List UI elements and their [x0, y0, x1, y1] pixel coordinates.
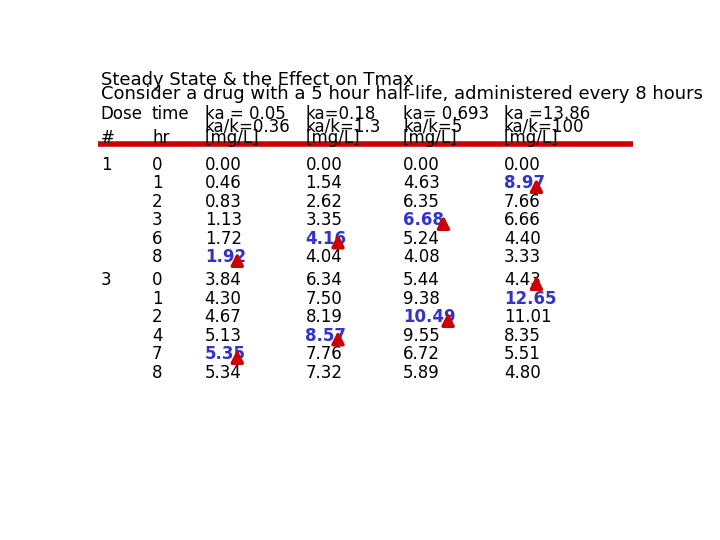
Text: 5.35: 5.35	[204, 345, 246, 363]
Text: 5.89: 5.89	[403, 363, 440, 382]
Text: [mg/L]: [mg/L]	[204, 130, 259, 147]
Text: 6.66: 6.66	[504, 211, 541, 229]
Text: ka =13.86: ka =13.86	[504, 105, 590, 123]
Text: 2: 2	[152, 193, 163, 211]
Text: 3: 3	[152, 211, 163, 229]
Text: 0.83: 0.83	[204, 193, 242, 211]
Text: 8: 8	[152, 248, 163, 266]
Text: 5.44: 5.44	[403, 271, 440, 289]
Text: 3.35: 3.35	[305, 211, 343, 229]
Text: 1.13: 1.13	[204, 211, 242, 229]
Text: 0: 0	[152, 156, 163, 174]
Text: 3.33: 3.33	[504, 248, 541, 266]
Text: 4.04: 4.04	[305, 248, 342, 266]
Text: 8.57: 8.57	[305, 327, 346, 345]
Text: 0.00: 0.00	[403, 156, 440, 174]
Text: 5.24: 5.24	[403, 230, 440, 247]
Text: 1: 1	[152, 289, 163, 308]
Text: 0.00: 0.00	[305, 156, 342, 174]
Text: [mg/L]: [mg/L]	[403, 130, 458, 147]
Text: 1.72: 1.72	[204, 230, 242, 247]
Text: 4.16: 4.16	[305, 230, 346, 247]
Text: 0.00: 0.00	[204, 156, 241, 174]
Text: 7.32: 7.32	[305, 363, 343, 382]
Text: #: #	[101, 130, 114, 147]
Text: Steady State & the Effect on Tmax: Steady State & the Effect on Tmax	[101, 71, 413, 89]
Text: 0.46: 0.46	[204, 174, 241, 192]
Text: 1.92: 1.92	[204, 248, 246, 266]
Text: 8.97: 8.97	[504, 174, 545, 192]
Text: 8.19: 8.19	[305, 308, 342, 326]
Text: 2: 2	[152, 308, 163, 326]
Text: 0.00: 0.00	[504, 156, 541, 174]
Text: 9.38: 9.38	[403, 289, 440, 308]
Text: 4.30: 4.30	[204, 289, 242, 308]
Text: 7.76: 7.76	[305, 345, 342, 363]
Text: 7: 7	[152, 345, 163, 363]
Text: 1.54: 1.54	[305, 174, 342, 192]
Text: ka= 0.693: ka= 0.693	[403, 105, 489, 123]
Text: 4.67: 4.67	[204, 308, 241, 326]
Text: 5.13: 5.13	[204, 327, 242, 345]
Text: 7.66: 7.66	[504, 193, 541, 211]
Text: 9.55: 9.55	[403, 327, 440, 345]
Text: 4.63: 4.63	[403, 174, 440, 192]
Text: 3: 3	[101, 271, 112, 289]
Text: 8: 8	[152, 363, 163, 382]
Text: 6.72: 6.72	[403, 345, 440, 363]
Text: 6.68: 6.68	[403, 211, 444, 229]
Text: 1: 1	[152, 174, 163, 192]
Text: [mg/L]: [mg/L]	[504, 130, 559, 147]
Text: 5.51: 5.51	[504, 345, 541, 363]
Text: 4: 4	[152, 327, 163, 345]
Text: 3.84: 3.84	[204, 271, 242, 289]
Text: ka=0.18: ka=0.18	[305, 105, 376, 123]
Text: 6.34: 6.34	[305, 271, 342, 289]
Text: Dose: Dose	[101, 105, 143, 123]
Text: 7.50: 7.50	[305, 289, 342, 308]
Text: 1: 1	[101, 156, 112, 174]
Text: 2.62: 2.62	[305, 193, 343, 211]
Text: 0: 0	[152, 271, 163, 289]
Text: ka/k=0.36: ka/k=0.36	[204, 117, 290, 135]
Text: time: time	[152, 105, 189, 123]
Text: ka/k=5: ka/k=5	[403, 117, 462, 135]
Text: 10.49: 10.49	[403, 308, 456, 326]
Text: 4.43: 4.43	[504, 271, 541, 289]
Text: ka/k=100: ka/k=100	[504, 117, 585, 135]
Text: hr: hr	[152, 130, 169, 147]
Text: 4.08: 4.08	[403, 248, 440, 266]
Text: 6.35: 6.35	[403, 193, 440, 211]
Text: ka = 0.05: ka = 0.05	[204, 105, 285, 123]
Text: 12.65: 12.65	[504, 289, 557, 308]
Text: 8.35: 8.35	[504, 327, 541, 345]
Text: 6: 6	[152, 230, 163, 247]
Text: 5.34: 5.34	[204, 363, 242, 382]
Text: 11.01: 11.01	[504, 308, 552, 326]
Text: 4.40: 4.40	[504, 230, 541, 247]
Text: ka/k=1.3: ka/k=1.3	[305, 117, 381, 135]
Text: [mg/L]: [mg/L]	[305, 130, 360, 147]
Text: Consider a drug with a 5 hour half-life, administered every 8 hours: Consider a drug with a 5 hour half-life,…	[101, 85, 703, 103]
Text: 4.80: 4.80	[504, 363, 541, 382]
